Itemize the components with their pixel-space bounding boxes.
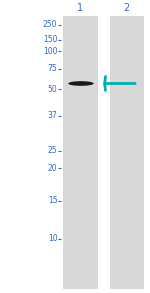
- Text: 2: 2: [124, 3, 130, 13]
- Text: 10: 10: [48, 234, 57, 243]
- Text: 15: 15: [48, 196, 57, 205]
- Text: 100: 100: [43, 47, 57, 56]
- Text: 50: 50: [48, 85, 57, 94]
- Text: 250: 250: [43, 21, 57, 29]
- Text: 1: 1: [77, 3, 83, 13]
- Ellipse shape: [68, 81, 94, 86]
- Text: 20: 20: [48, 164, 57, 173]
- Text: 150: 150: [43, 35, 57, 44]
- Bar: [110, 16, 144, 289]
- Text: 25: 25: [48, 146, 57, 155]
- Text: 37: 37: [48, 111, 57, 120]
- Bar: [63, 16, 98, 289]
- Text: 75: 75: [48, 64, 57, 73]
